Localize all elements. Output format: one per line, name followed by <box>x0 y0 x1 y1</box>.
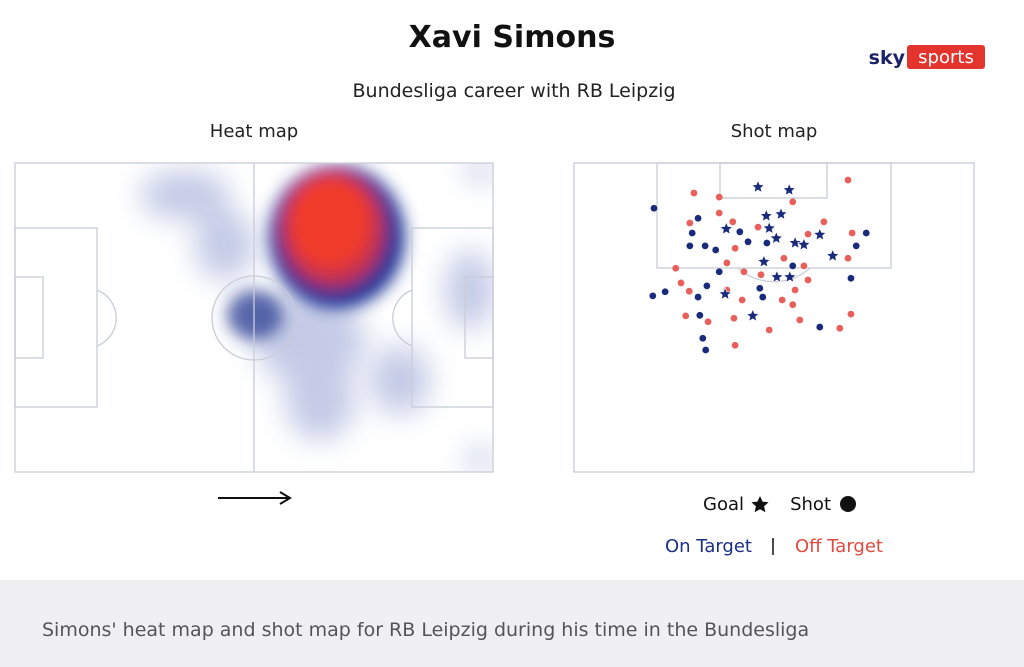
background <box>0 0 1024 580</box>
goal <box>751 179 765 194</box>
legend-shot: Shot <box>790 494 831 515</box>
off-target-shot <box>820 218 828 226</box>
goal <box>782 269 797 283</box>
legend-star <box>751 496 769 513</box>
off-target-shot <box>800 262 808 270</box>
off-target-shot <box>723 259 731 267</box>
heat-pitch <box>14 162 494 473</box>
on-target-shot <box>686 242 694 250</box>
goal <box>825 248 840 262</box>
off-target-shot <box>686 219 694 227</box>
off-target-shot <box>789 198 797 206</box>
on-target-shot <box>789 262 797 270</box>
goal <box>782 182 797 196</box>
on-target-shot <box>661 288 669 296</box>
on-target-shot <box>701 242 709 250</box>
on-target-shot <box>702 346 710 354</box>
goal <box>812 227 827 241</box>
logo-box <box>907 45 985 69</box>
off-target-shot <box>690 189 698 197</box>
on-target-shot <box>852 242 860 250</box>
title: Xavi Simons <box>409 20 616 55</box>
heat-layer <box>140 163 493 472</box>
goal <box>718 286 733 301</box>
off-target-shot <box>730 314 738 322</box>
on-target-shot <box>650 204 658 212</box>
heat-map-title: Heat map <box>210 121 298 142</box>
goal <box>762 221 777 235</box>
on-target-shot <box>649 292 657 300</box>
legend-off-target: Off Target <box>795 536 883 557</box>
off-target-shot <box>804 276 812 284</box>
goal <box>769 269 784 283</box>
off-target-shot <box>731 244 739 252</box>
off-target-shot <box>778 296 786 304</box>
off-target-shot <box>729 218 737 226</box>
goal <box>745 308 760 322</box>
off-target-shot <box>685 287 693 295</box>
goal <box>774 206 788 221</box>
off-target-shot <box>731 341 739 349</box>
on-target-shot <box>847 274 855 282</box>
shots <box>649 176 870 354</box>
off-target-shot <box>677 279 685 287</box>
off-target-shot <box>848 229 856 237</box>
off-target-shot <box>847 310 855 318</box>
on-target-shot <box>763 239 771 247</box>
direction-arrow <box>218 491 292 505</box>
off-target-shot <box>715 193 723 201</box>
caption: Simons' heat map and shot map for RB Lei… <box>42 619 809 641</box>
off-target-shot <box>740 268 748 276</box>
goal <box>796 237 811 251</box>
on-target-shot <box>703 282 711 290</box>
on-target-shot <box>759 293 767 301</box>
on-target-shot <box>694 214 702 222</box>
goal <box>756 254 771 268</box>
off-target-shot <box>789 301 797 309</box>
legend-dot <box>840 496 856 512</box>
goal <box>759 208 774 222</box>
off-target-shot <box>804 230 812 238</box>
off-target-shot <box>796 316 804 324</box>
subtitle: Bundesliga career with RB Leipzig <box>353 80 676 102</box>
off-target-shot <box>844 254 852 262</box>
shot-map-title: Shot map <box>731 121 818 142</box>
on-target-shot <box>694 293 702 301</box>
off-target-shot <box>791 286 799 294</box>
on-target-shot <box>699 334 707 342</box>
caption-band <box>0 580 1024 667</box>
off-target-shot <box>704 318 712 326</box>
off-target-shot <box>715 209 723 217</box>
on-target-shot <box>696 311 704 319</box>
goal <box>788 235 803 249</box>
off-target-shot <box>765 326 773 334</box>
on-target-shot <box>862 229 870 237</box>
on-target-shot <box>712 246 720 254</box>
on-target-shot <box>688 229 696 237</box>
off-target-shot <box>738 296 746 304</box>
logo-sports: sports <box>918 47 974 68</box>
goal <box>719 221 734 235</box>
off-target-shot <box>672 264 680 272</box>
on-target-shot <box>816 323 824 331</box>
off-target-shot <box>754 223 762 231</box>
goal <box>769 231 784 245</box>
off-target-shot <box>844 176 852 184</box>
off-target-shot <box>780 254 788 262</box>
legend-goal: Goal <box>703 494 744 515</box>
on-target-shot <box>715 268 723 276</box>
on-target-shot <box>736 228 744 236</box>
logo-sky: sky <box>869 47 906 69</box>
off-target-shot <box>757 271 765 279</box>
off-target-shot <box>682 312 690 320</box>
legend-on-target: On Target <box>665 536 752 557</box>
on-target-shot <box>756 284 764 292</box>
off-target-shot <box>836 324 844 332</box>
on-target-shot <box>744 238 752 246</box>
